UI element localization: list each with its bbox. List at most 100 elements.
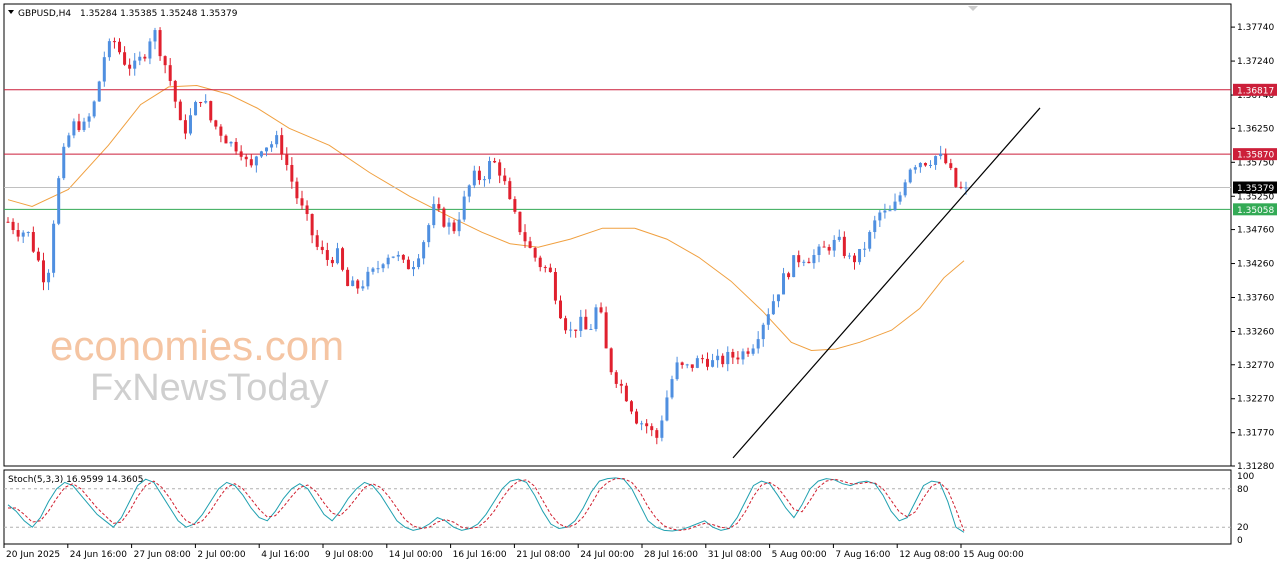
bear-candle <box>523 232 527 242</box>
stoch-axis-label: 80 <box>1237 485 1249 495</box>
bear-candle <box>6 221 10 223</box>
bull-candle <box>863 248 867 250</box>
bull-candle <box>832 239 836 251</box>
bear-candle <box>746 351 750 354</box>
bull-candle <box>204 101 208 103</box>
bear-candle <box>807 261 811 264</box>
bear-candle <box>315 235 319 247</box>
time-tick-label: 20 Jun 2025 <box>6 550 60 560</box>
bull-candle <box>817 246 821 256</box>
bull-candle <box>270 144 274 148</box>
bear-candle <box>822 246 826 248</box>
bear-candle <box>143 56 147 59</box>
bull-candle <box>229 141 233 144</box>
bear-candle <box>680 362 684 365</box>
bull-candle <box>579 316 583 331</box>
bull-candle <box>412 267 416 270</box>
price-tick-label: 1.32270 <box>1237 395 1274 405</box>
time-tick-label: 16 Jul 16:00 <box>453 550 507 560</box>
ohlc-values: 1.35284 1.35385 1.35248 1.35379 <box>80 9 238 19</box>
bear-candle <box>325 250 329 260</box>
bull-candle <box>888 210 892 212</box>
bear-candle <box>609 348 613 373</box>
price-flag-text: 1.35058 <box>1237 206 1274 216</box>
price-flag-1.36817 <box>1233 83 1277 96</box>
time-tick-label: 21 Jul 08:00 <box>516 550 570 560</box>
stoch-main-line <box>7 477 965 533</box>
moving-average <box>7 84 965 352</box>
stoch-signal-line <box>8 478 965 532</box>
bear-candle <box>498 162 502 176</box>
bear-candle <box>199 102 203 104</box>
price-flag-1.35379 <box>1233 181 1277 194</box>
collapse-triangle-icon[interactable] <box>8 10 14 14</box>
bull-candle <box>939 153 943 157</box>
bear-candle <box>503 175 507 182</box>
bull-candle <box>675 362 679 380</box>
bull-candle <box>67 135 71 147</box>
bull-candle <box>396 254 400 257</box>
bear-candle <box>705 358 709 367</box>
bear-candle <box>346 269 350 287</box>
time-tick-label: 28 Jul 16:00 <box>644 550 698 560</box>
bear-candle <box>77 121 81 131</box>
bull-candle <box>883 210 887 213</box>
bull-candle <box>361 286 365 289</box>
bull-candle <box>964 187 968 189</box>
bull-candle <box>695 358 699 368</box>
scroll-marker-icon[interactable] <box>968 6 978 11</box>
bull-candle <box>432 204 436 226</box>
bear-candle <box>214 120 218 127</box>
watermark-line-1: economies.com <box>50 322 344 369</box>
bull-candle <box>376 268 380 270</box>
time-tick-label: 9 Jul 08:00 <box>325 550 374 560</box>
bear-candle <box>650 426 654 431</box>
bull-candle <box>756 339 760 349</box>
bull-candle <box>422 242 426 259</box>
bear-candle <box>112 41 116 43</box>
price-tick-label: 1.31280 <box>1237 462 1274 472</box>
bear-candle <box>944 153 948 164</box>
bull-candle <box>472 170 476 186</box>
bull-candle <box>26 232 30 234</box>
bull-candle <box>761 324 765 340</box>
price-flag-text: 1.35379 <box>1237 184 1274 194</box>
price-tick-label: 1.32770 <box>1237 361 1274 371</box>
stochastic-axis: 100 80 20 0 <box>1237 472 1254 546</box>
price-tick-label: 1.37240 <box>1237 57 1274 67</box>
bear-candle <box>16 230 20 237</box>
bull-candle <box>254 156 258 166</box>
symbol-label: GBPUSD,H4 <box>18 9 71 19</box>
time-tick-label: 31 Jul 08:00 <box>708 550 762 560</box>
bull-candle <box>92 101 96 117</box>
bear-candle <box>310 214 314 236</box>
bear-candle <box>629 401 633 412</box>
bull-candle <box>488 161 492 180</box>
bull-candle <box>102 57 106 82</box>
bull-candle <box>903 182 907 196</box>
stoch-axis-label: 100 <box>1237 472 1254 482</box>
bull-candle <box>868 232 872 249</box>
bear-candle <box>41 260 45 283</box>
bear-candle <box>249 159 253 166</box>
bull-candle <box>371 268 375 272</box>
bear-candle <box>290 164 294 182</box>
price-tick-label: 1.37740 <box>1237 23 1274 33</box>
bear-candle <box>538 257 542 268</box>
time-tick-label: 15 Aug 00:00 <box>963 550 1024 560</box>
bear-candle <box>619 383 623 386</box>
bull-candle <box>188 115 192 134</box>
stochastic-panel <box>3 469 1232 545</box>
price-axis: 1.37740 1.37240 1.36740 1.36250 1.35750 1.352… <box>1231 23 1274 472</box>
bull-candle <box>893 201 897 211</box>
price-tick-label: 1.34760 <box>1237 226 1274 236</box>
bear-candle <box>437 204 441 209</box>
bull-candle <box>82 121 86 131</box>
trendline[interactable] <box>732 107 1041 459</box>
bear-candle <box>508 181 512 200</box>
price-tick-label: 1.35250 <box>1237 192 1274 202</box>
bull-candle <box>802 261 806 263</box>
bull-candle <box>751 348 755 354</box>
horizontal-levels <box>4 89 1231 210</box>
